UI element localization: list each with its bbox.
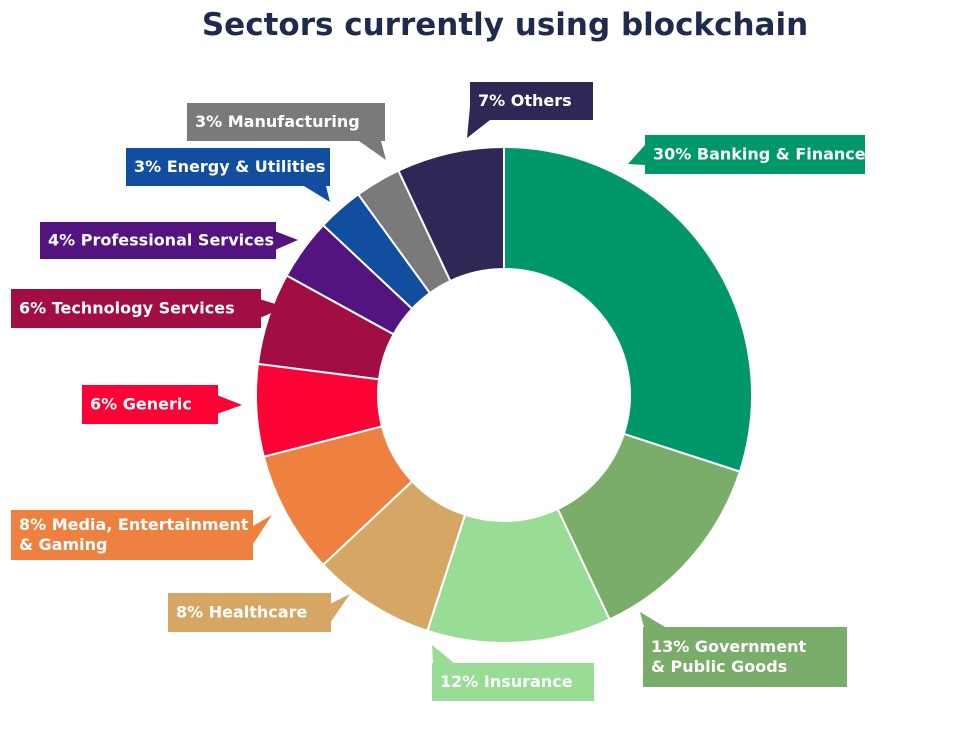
label-text-9-0: 3% Manufacturing (195, 112, 360, 131)
label-box-1 (643, 627, 847, 687)
label-text-6-0: 6% Technology Services (19, 299, 235, 318)
slice-label-7: 4% Professional Services (40, 222, 298, 259)
label-pointer-2 (432, 645, 454, 663)
label-box-5 (82, 385, 218, 424)
label-box-0 (645, 135, 865, 174)
label-pointer-5 (218, 395, 242, 414)
slice-label-6: 6% Technology Services (11, 289, 285, 328)
label-text-2-0: 12% Insurance (440, 672, 573, 691)
label-text-1-0: 13% Government (651, 637, 806, 656)
label-text-10-0: 7% Others (478, 91, 572, 110)
label-box-10 (470, 82, 593, 120)
label-box-8 (126, 148, 330, 186)
slice-10 (397, 145, 505, 283)
slice-label-9: 3% Manufacturing (187, 103, 386, 160)
slice-label-1: 13% Government& Public Goods (640, 612, 847, 687)
slices-group (255, 145, 753, 644)
slice-label-5: 6% Generic (82, 385, 242, 424)
label-text-4-1: & Gaming (19, 535, 107, 554)
slice-label-10: 7% Others (467, 82, 593, 138)
label-pointer-1 (640, 612, 665, 627)
label-pointer-8 (304, 186, 330, 202)
label-text-7-0: 4% Professional Services (48, 231, 274, 250)
label-box-4 (11, 510, 253, 560)
label-box-7 (40, 222, 276, 259)
slice-label-8: 3% Energy & Utilities (126, 148, 330, 202)
slice-0 (503, 145, 753, 473)
slice-label-4: 8% Media, Entertainment& Gaming (11, 510, 272, 560)
label-text-0-0: 30% Banking & Finance (653, 145, 866, 164)
label-pointer-6 (261, 299, 285, 318)
label-pointer-9 (359, 141, 386, 160)
label-pointer-3 (331, 594, 350, 622)
slice-label-0: 30% Banking & Finance (628, 135, 866, 174)
slice-label-2: 12% Insurance (432, 645, 594, 701)
labels-group: 30% Banking & Finance 13% Government& Pub… (11, 82, 866, 701)
label-text-3-0: 8% Healthcare (176, 603, 307, 622)
label-pointer-7 (276, 231, 298, 250)
label-text-4-0: 8% Media, Entertainment (19, 515, 249, 534)
label-text-5-0: 6% Generic (90, 395, 192, 414)
label-text-8-0: 3% Energy & Utilities (134, 157, 325, 176)
label-box-6 (11, 289, 261, 328)
label-pointer-0 (628, 145, 645, 165)
label-box-2 (432, 663, 594, 701)
chart-title: Sectors currently using blockchain (202, 7, 808, 43)
label-text-1-1: & Public Goods (651, 657, 787, 676)
label-box-9 (187, 103, 385, 141)
label-pointer-10 (467, 106, 490, 138)
label-box-3 (168, 593, 331, 632)
label-pointer-4 (253, 515, 272, 544)
slice-label-3: 8% Healthcare (168, 593, 350, 632)
